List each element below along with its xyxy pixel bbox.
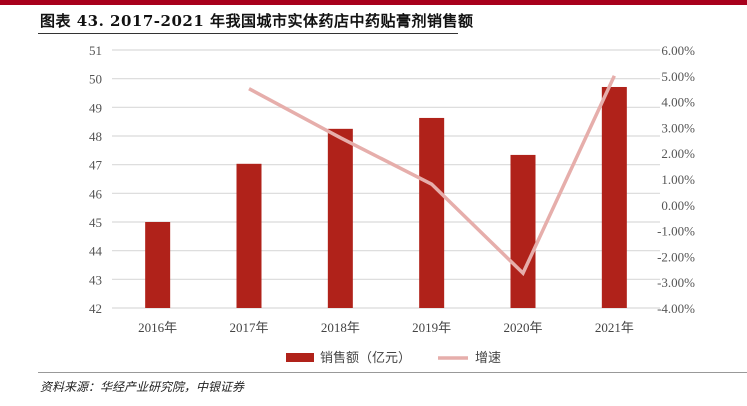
bar-2019年 <box>419 117 445 308</box>
y-tick-left: 49 <box>89 100 102 115</box>
y-tick-left: 45 <box>89 215 102 230</box>
top-bar <box>0 0 747 5</box>
y-tick-left: 42 <box>89 301 102 316</box>
title-underline <box>38 33 458 34</box>
chart-title: 图表 43. 2017-2021 年我国城市实体药店中药贴膏剂销售额 <box>40 12 474 30</box>
y-tick-right: 3.00% <box>661 120 695 135</box>
x-tick: 2018年 <box>321 320 360 335</box>
y-tick-left: 47 <box>89 158 103 173</box>
x-tick: 2017年 <box>229 320 268 335</box>
y-tick-right: 4.00% <box>661 95 695 110</box>
x-tick: 2016年 <box>138 320 177 335</box>
y-tick-right: 1.00% <box>661 172 695 187</box>
source-divider <box>38 372 747 373</box>
y-tick-right: 5.00% <box>661 69 695 84</box>
y-tick-right: 2.00% <box>661 146 695 161</box>
legend-line-label: 增速 <box>475 351 501 366</box>
y-tick-right: 6.00% <box>661 43 695 58</box>
x-tick: 2019年 <box>412 320 451 335</box>
x-tick: 2020年 <box>503 320 542 335</box>
y-tick-left: 48 <box>89 129 102 144</box>
bar-2016年 <box>145 222 171 308</box>
y-tick-left: 43 <box>89 272 102 287</box>
legend-bar-swatch <box>286 353 314 362</box>
y-tick-right: -2.00% <box>657 249 695 264</box>
bar-2021年 <box>601 86 627 308</box>
legend-bar-label: 销售额（亿元） <box>320 350 411 366</box>
y-tick-left: 50 <box>89 72 102 87</box>
y-tick-right: 0.00% <box>661 198 695 213</box>
y-tick-left: 51 <box>89 43 102 58</box>
y-tick-right: -4.00% <box>657 301 695 316</box>
y-tick-right: -3.00% <box>657 275 695 290</box>
x-tick: 2021年 <box>595 320 634 335</box>
y-tick-left: 44 <box>89 244 103 259</box>
bar-2017年 <box>236 163 262 308</box>
y-tick-left: 46 <box>89 186 103 201</box>
source-note: 资料来源：华经产业研究院，中银证券 <box>40 380 245 394</box>
y-tick-right: -1.00% <box>657 224 695 239</box>
bar-2018年 <box>327 128 353 308</box>
bar-2020年 <box>510 154 536 308</box>
